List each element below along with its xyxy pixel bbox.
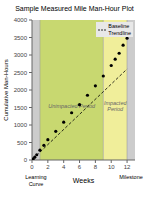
svg-text:Milestone: Milestone [119, 174, 141, 180]
svg-text:4: 4 [62, 164, 66, 170]
svg-text:3000: 3000 [14, 52, 28, 58]
html-text:Baseline Trendline: Baseline Trendline [108, 23, 131, 36]
html-text:Cumulative Man-Hours: Cumulative Man-Hours [2, 59, 9, 121]
svg-text:LearningCurve: LearningCurve [25, 174, 46, 187]
svg-text:12: 12 [124, 164, 131, 170]
html-text:Sample Measured Mile Man-Hour: Sample Measured Mile Man-Hour Plot [15, 5, 134, 12]
svg-text:1000: 1000 [14, 122, 28, 128]
svg-text:6: 6 [78, 164, 82, 170]
svg-text:8: 8 [94, 164, 98, 170]
svg-text:4000: 4000 [14, 17, 28, 23]
svg-text:2: 2 [46, 164, 50, 170]
svg-text:ImpactedPeriod: ImpactedPeriod [104, 100, 128, 113]
svg-text:2000: 2000 [14, 87, 28, 93]
svg-text:Unimpacted Period: Unimpacted Period [48, 103, 96, 109]
svg-text:3500: 3500 [14, 35, 28, 41]
svg-text:500: 500 [17, 140, 28, 146]
svg-text:10: 10 [108, 164, 115, 170]
svg-text:1500: 1500 [14, 105, 28, 111]
svg-text:0: 0 [24, 157, 28, 163]
svg-text:0: 0 [30, 164, 34, 170]
html-text:Weeks: Weeks [72, 177, 95, 184]
svg-text:2500: 2500 [14, 70, 28, 76]
